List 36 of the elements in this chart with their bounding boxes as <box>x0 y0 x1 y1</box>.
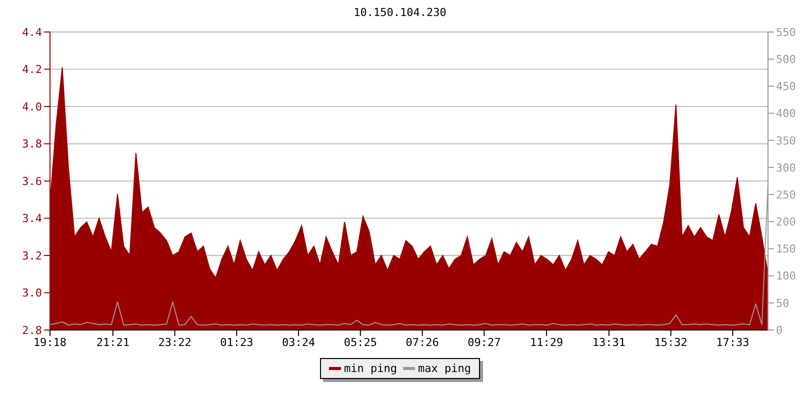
y-tick-label: 4.4 <box>22 26 42 39</box>
y2-tick-label: 100 <box>776 270 796 283</box>
legend-label: min ping <box>344 362 397 375</box>
y-tick-label: 3.8 <box>22 138 42 151</box>
y-tick-label: 3.4 <box>22 212 42 226</box>
y2-tick-label: 350 <box>776 134 796 148</box>
x-tick-label: 07:26 <box>406 336 439 349</box>
x-tick-label: 15:32 <box>654 336 688 349</box>
x-tick-label: 17:33 <box>716 336 750 349</box>
y-tick-label: 3.2 <box>22 249 42 262</box>
y2-tick-label: 150 <box>776 242 796 256</box>
y-tick-label: 4.2 <box>22 63 42 76</box>
y2-tick-label: 400 <box>776 107 796 120</box>
y2-tick-label: 250 <box>776 188 796 202</box>
x-tick-label: 01:23 <box>220 336 254 349</box>
y2-tick-label: 500 <box>776 52 796 66</box>
x-tick-label: 09:27 <box>468 336 501 349</box>
y-tick-label: 4.0 <box>22 100 42 114</box>
y2-tick-label: 300 <box>776 161 796 174</box>
x-tick-label: 13:31 <box>592 336 626 349</box>
x-tick-label: 03:24 <box>282 336 316 349</box>
legend-label: max ping <box>418 362 471 375</box>
y2-tick-label: 450 <box>776 80 796 94</box>
x-tick-label: 05:25 <box>344 336 377 349</box>
y-tick-label: 3.6 <box>22 174 42 188</box>
x-tick-label: 11:29 <box>530 336 564 349</box>
y2-tick-label: 0 <box>776 324 783 337</box>
y-tick-label: 3.0 <box>22 286 42 300</box>
chart-title: 10.150.104.230 <box>352 6 448 19</box>
x-tick-label: 23:22 <box>158 336 192 349</box>
y2-tick-label: 50 <box>776 296 790 310</box>
x-tick-label: 21:21 <box>96 336 130 349</box>
y2-tick-label: 550 <box>776 26 796 39</box>
y2-tick-label: 200 <box>776 216 796 229</box>
x-tick-label: 19:18 <box>33 336 67 349</box>
y-tick-label: 2.8 <box>22 324 42 337</box>
